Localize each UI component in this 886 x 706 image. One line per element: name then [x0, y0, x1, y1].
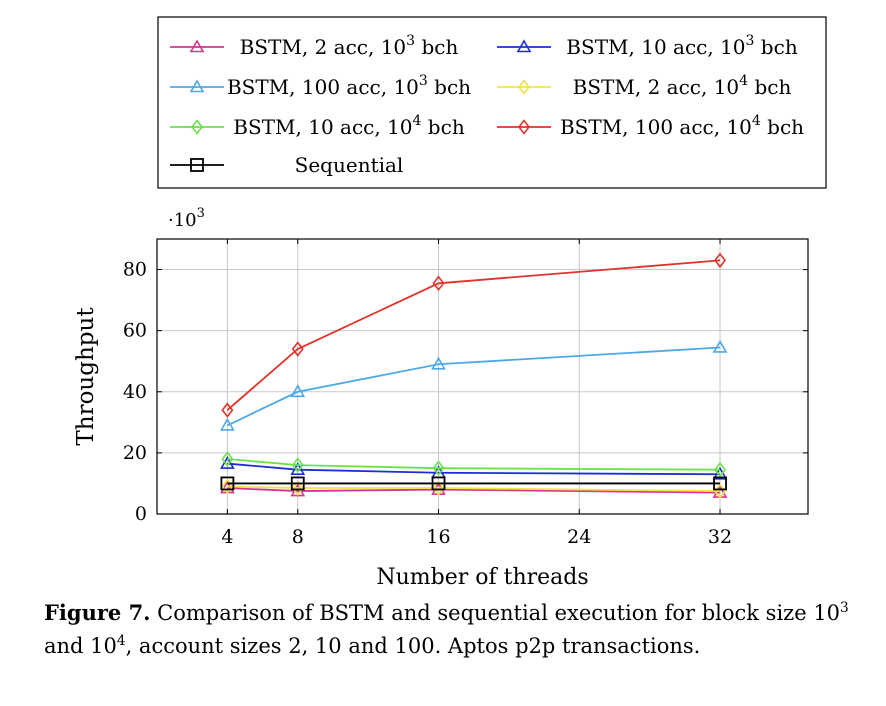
legend-label: BSTM, 2 acc, 104 bch [573, 73, 792, 99]
legend: BSTM, 2 acc, 103 bch BSTM, 10 acc, 103 bc… [157, 16, 827, 189]
y-tick-label: 0 [135, 503, 147, 525]
legend-label: BSTM, 10 acc, 103 bch [566, 33, 798, 59]
series-group [219, 252, 728, 499]
data-point [432, 275, 445, 292]
series-line [227, 485, 721, 492]
caption-label: Figure 7. [44, 600, 151, 625]
legend-marker [190, 119, 204, 135]
series-line [227, 487, 721, 494]
data-point [712, 339, 728, 353]
legend-marker [189, 39, 205, 53]
caption-text-a: Comparison of BSTM and sequential execut… [150, 601, 841, 625]
legend-label: BSTM, 10 acc, 104 bch [233, 113, 465, 139]
y-tick-label: 20 [123, 442, 147, 464]
caption-sup-a: 3 [840, 600, 849, 616]
legend-label: BSTM, 100 acc, 104 bch [560, 113, 804, 139]
series-5 [221, 451, 727, 478]
figure-caption: Figure 7. Comparison of BSTM and sequent… [44, 596, 854, 663]
data-point [714, 252, 727, 269]
line-chart: BSTM, 2 acc, 103 bch BSTM, 10 acc, 103 bc… [73, 16, 827, 590]
y-tick-label: 40 [123, 381, 147, 403]
legend-entry: BSTM, 10 acc, 103 bch [497, 33, 798, 59]
x-tick-label: 8 [292, 526, 304, 548]
legend-box [157, 16, 827, 189]
legend-marker [189, 79, 205, 93]
caption-sup-b: 4 [116, 633, 126, 649]
legend-entry: BSTM, 10 acc, 104 bch [170, 113, 465, 139]
data-point [713, 476, 727, 491]
data-point [290, 476, 305, 491]
legend-label: BSTM, 2 acc, 103 bch [240, 33, 459, 59]
series-line [226, 259, 721, 411]
data-point [291, 457, 304, 473]
data-point [219, 417, 235, 431]
data-point [291, 480, 304, 496]
series-line [227, 462, 721, 476]
legend-entry: Sequential [170, 153, 403, 177]
y-axis-label: Throughput [73, 307, 99, 446]
legend-marker [517, 119, 531, 135]
series-line [226, 346, 721, 427]
legend-entry: BSTM, 2 acc, 104 bch [497, 73, 791, 99]
data-point [291, 341, 304, 357]
series-3 [219, 339, 728, 431]
plot-frame [156, 238, 809, 515]
legend-marker [517, 79, 531, 95]
caption-text-c: , account sizes 2, 10 and 100. Aptos p2p… [125, 634, 701, 658]
legend-entry: BSTM, 100 acc, 103 bch [170, 73, 471, 99]
legend-label: Sequential [295, 153, 404, 177]
data-point [431, 476, 446, 491]
y-tick-label: 60 [123, 320, 147, 342]
legend-entry: BSTM, 100 acc, 104 bch [497, 113, 804, 139]
data-point [221, 402, 234, 418]
x-tick-label: 4 [221, 526, 233, 548]
data-point [290, 384, 306, 398]
caption-text-b: and 10 [44, 634, 117, 658]
series-line [227, 458, 721, 471]
x-tick-label: 32 [708, 526, 732, 548]
series-6 [221, 252, 727, 418]
legend-marker [516, 39, 532, 53]
axes: 4 8 16 24 32 0 20 40 60 80 ·103 Number of threads Th… [73, 206, 809, 590]
x-tick-label: 24 [567, 526, 591, 548]
data-point [221, 451, 234, 467]
series-7 [220, 476, 727, 491]
legend-label: BSTM, 100 acc, 103 bch [227, 73, 471, 99]
legend-entry: BSTM, 2 acc, 103 bch [170, 33, 458, 59]
data-point [220, 476, 235, 491]
x-axis-label: Number of threads [376, 565, 588, 590]
data-point [714, 461, 727, 478]
data-point [431, 356, 446, 370]
legend-marker [190, 158, 204, 172]
data-point [432, 480, 445, 496]
x-tick-label: 16 [426, 526, 450, 548]
y-tick-label: 80 [123, 259, 147, 281]
y-multiplier-label: ·103 [168, 206, 205, 231]
data-point [432, 460, 445, 476]
